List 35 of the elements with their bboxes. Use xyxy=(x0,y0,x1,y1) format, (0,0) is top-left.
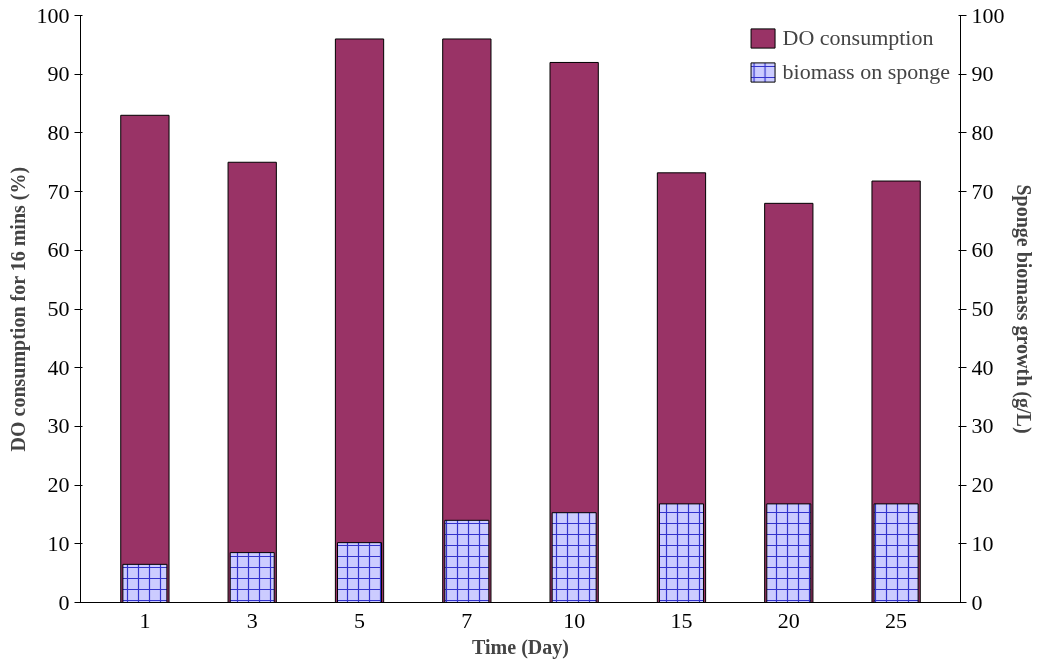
y-tick-label: 0 xyxy=(58,589,70,615)
y2-tick-label: 10 xyxy=(971,530,994,556)
y-axis-title: DO consumption for 16 mins (%) xyxy=(6,166,30,452)
x-tick-label: 1 xyxy=(139,607,151,633)
y-tick-label: 20 xyxy=(47,472,70,498)
y-tick-label: 30 xyxy=(47,413,70,439)
y-tick-label: 100 xyxy=(36,2,70,28)
x-tick-label: 25 xyxy=(885,607,908,633)
y-tick-label: 90 xyxy=(47,61,70,87)
y-tick-label: 40 xyxy=(47,354,70,380)
y2-tick-label: 50 xyxy=(971,296,994,321)
y2-tick-label: 60 xyxy=(971,237,994,263)
y2-tick-label: 70 xyxy=(971,178,994,204)
y2-tick-label: 30 xyxy=(971,413,994,439)
y-tick-label: 60 xyxy=(47,237,70,263)
legend-label: DO consumption xyxy=(782,25,934,51)
y-tick-label: 70 xyxy=(47,178,70,204)
x-tick-label: 15 xyxy=(670,607,693,633)
y2-tick-label: 0 xyxy=(971,589,983,615)
y2-tick-label: 20 xyxy=(971,472,994,498)
y-tick-label: 80 xyxy=(47,119,70,145)
x-tick-label: 7 xyxy=(461,607,473,633)
y2-tick-label: 100 xyxy=(971,2,1005,28)
x-axis-title: Time (Day) xyxy=(472,635,569,659)
y2-tick-label: 40 xyxy=(971,354,994,380)
y-tick-label: 50 xyxy=(47,296,70,321)
x-tick-label: 3 xyxy=(246,607,258,633)
y2-axis-title: Sponge biomass growth (g/L) xyxy=(1011,184,1035,434)
x-tick-label: 20 xyxy=(777,607,800,633)
y2-tick-label: 80 xyxy=(971,119,994,145)
legend-label: biomass on sponge xyxy=(782,59,950,85)
x-tick-label: 5 xyxy=(354,607,366,633)
x-tick-label: 10 xyxy=(563,607,586,633)
y-tick-label: 10 xyxy=(47,530,70,556)
y2-tick-label: 90 xyxy=(971,61,994,87)
